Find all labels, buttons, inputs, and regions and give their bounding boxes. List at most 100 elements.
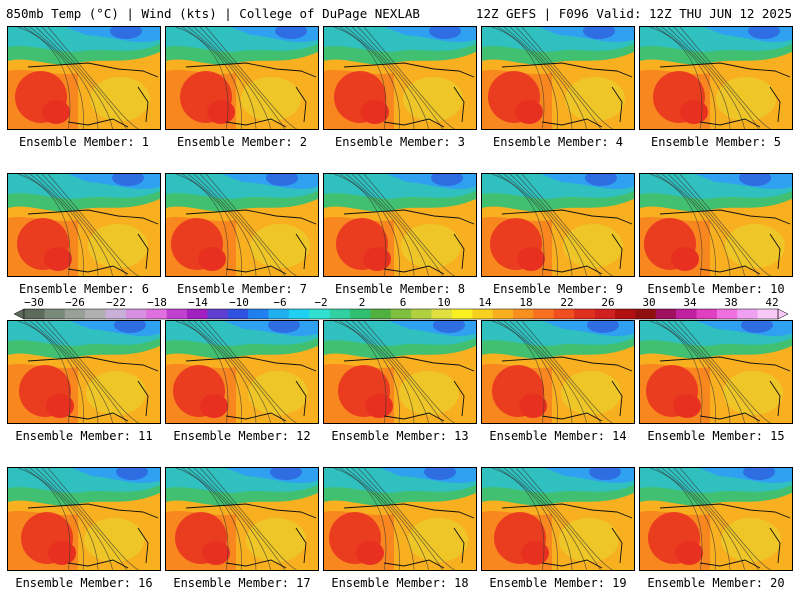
member-label: Ensemble Member: 9	[492, 282, 624, 296]
colorbar-tick-label: 2	[358, 296, 366, 309]
member-map-panel	[7, 26, 161, 130]
member-map-panel	[323, 173, 477, 277]
member-label: Ensemble Member: 20	[647, 576, 785, 590]
colorbar-tick-label: −26	[65, 296, 85, 309]
member-label: Ensemble Member: 10	[647, 282, 785, 296]
colorbar-tick-label: −18	[147, 296, 167, 309]
colorbar-swatch	[350, 309, 371, 319]
colorbar-swatch	[166, 309, 188, 319]
colorbar-swatch	[655, 309, 677, 319]
colorbar-swatch	[207, 309, 229, 319]
temperature-field-map	[640, 27, 792, 129]
colorbar-swatch	[513, 309, 534, 319]
run-valid-time: 12Z GEFS | F096 Valid: 12Z THU JUN 12 20…	[475, 6, 792, 21]
colorbar-tick-label: 42	[765, 296, 779, 309]
temperature-field-map	[324, 27, 476, 129]
colorbar-tick-label: −10	[229, 296, 249, 309]
colorbar-swatch	[125, 309, 147, 319]
member-map-panel	[165, 26, 319, 130]
colorbar-swatch	[146, 309, 167, 319]
temperature-field-map	[166, 27, 318, 129]
member-label: Ensemble Member: 2	[176, 135, 308, 149]
member-map-panel	[639, 467, 793, 571]
member-map-panel	[481, 320, 635, 424]
temperature-field-map	[166, 174, 318, 276]
temperature-field-map	[8, 174, 160, 276]
member-label: Ensemble Member: 6	[18, 282, 150, 296]
colorbar-tick-label: 18	[519, 296, 533, 309]
member-label: Ensemble Member: 15	[647, 429, 785, 443]
header: 850mb Temp (°C) | Wind (kts) | College o…	[0, 0, 800, 24]
colorbar-swatch	[24, 309, 45, 319]
colorbar-swatch	[288, 309, 310, 319]
temperature-field-map	[166, 321, 318, 423]
member-map-panel	[7, 467, 161, 571]
member-map-panel	[481, 467, 635, 571]
colorbar-swatch	[737, 309, 758, 319]
member-label: Ensemble Member: 18	[331, 576, 469, 590]
colorbar-swatch	[227, 309, 249, 319]
colorbar-swatch	[187, 309, 208, 319]
temperature-field-map	[640, 174, 792, 276]
product-title: 850mb Temp (°C) | Wind (kts) | College o…	[6, 6, 420, 21]
colorbar-swatch	[614, 309, 636, 319]
colorbar-swatch	[411, 309, 432, 319]
colorbar-swatch	[248, 309, 269, 319]
colorbar-tick-label: 26	[601, 296, 615, 309]
colorbar-swatch	[64, 309, 86, 319]
colorbar-tick-label: 34	[683, 296, 697, 309]
colorbar-tick-label: −22	[106, 296, 126, 309]
member-label: Ensemble Member: 14	[489, 429, 627, 443]
member-map-panel	[639, 173, 793, 277]
colorbar-tick-label: 22	[560, 296, 574, 309]
colorbar-swatch	[757, 309, 779, 319]
member-label: Ensemble Member: 7	[176, 282, 308, 296]
member-label: Ensemble Member: 4	[492, 135, 624, 149]
colorbar-tick-label: −30	[24, 296, 44, 309]
temperature-field-map	[324, 321, 476, 423]
colorbar-frame	[23, 308, 779, 320]
colorbar-scale	[14, 308, 788, 320]
temperature-colorbar: −30 −26 −22 −18 −14 −10 −6 −2 2 6 10 14 18 22 26 30 34 38…	[14, 296, 788, 320]
colorbar-swatch	[451, 309, 473, 319]
colorbar-swatch	[676, 309, 697, 319]
temperature-field-map	[482, 174, 634, 276]
colorbar-tick-label: 30	[642, 296, 656, 309]
temperature-field-map	[482, 468, 634, 570]
colorbar-tick-label: 10	[437, 296, 451, 309]
member-map-panel	[165, 320, 319, 424]
colorbar-swatch	[635, 309, 657, 319]
temperature-field-map	[324, 174, 476, 276]
member-label: Ensemble Member: 3	[334, 135, 466, 149]
colorbar-swatch	[370, 309, 392, 319]
member-map-panel	[323, 467, 477, 571]
member-label: Ensemble Member: 5	[650, 135, 782, 149]
member-map-panel	[481, 26, 635, 130]
member-label: Ensemble Member: 12	[173, 429, 311, 443]
member-label: Ensemble Member: 16	[15, 576, 153, 590]
member-map-panel	[639, 26, 793, 130]
colorbar-min-arrow	[14, 308, 25, 320]
colorbar-swatch	[105, 309, 127, 319]
colorbar-swatch	[472, 309, 494, 319]
colorbar-tick-label: 6	[399, 296, 407, 309]
colorbar-swatch	[492, 309, 514, 319]
temperature-field-map	[8, 27, 160, 129]
colorbar-swatch	[85, 309, 106, 319]
temperature-field-map	[482, 27, 634, 129]
colorbar-swatch	[553, 309, 575, 319]
member-map-panel	[323, 320, 477, 424]
temperature-field-map	[166, 468, 318, 570]
temperature-field-map	[640, 468, 792, 570]
colorbar-swatch	[716, 309, 738, 319]
member-map-panel	[165, 467, 319, 571]
member-label: Ensemble Member: 1	[18, 135, 150, 149]
colorbar-swatch	[390, 309, 412, 319]
colorbar-swatch	[329, 309, 351, 319]
temperature-field-map	[8, 468, 160, 570]
colorbar-max-arrow	[777, 308, 788, 320]
member-map-panel	[7, 173, 161, 277]
colorbar-ticks: −30 −26 −22 −18 −14 −10 −6 −2 2 6 10 14 18 22 26 30 34 38…	[14, 296, 788, 309]
temperature-field-map	[640, 321, 792, 423]
member-label: Ensemble Member: 19	[489, 576, 627, 590]
